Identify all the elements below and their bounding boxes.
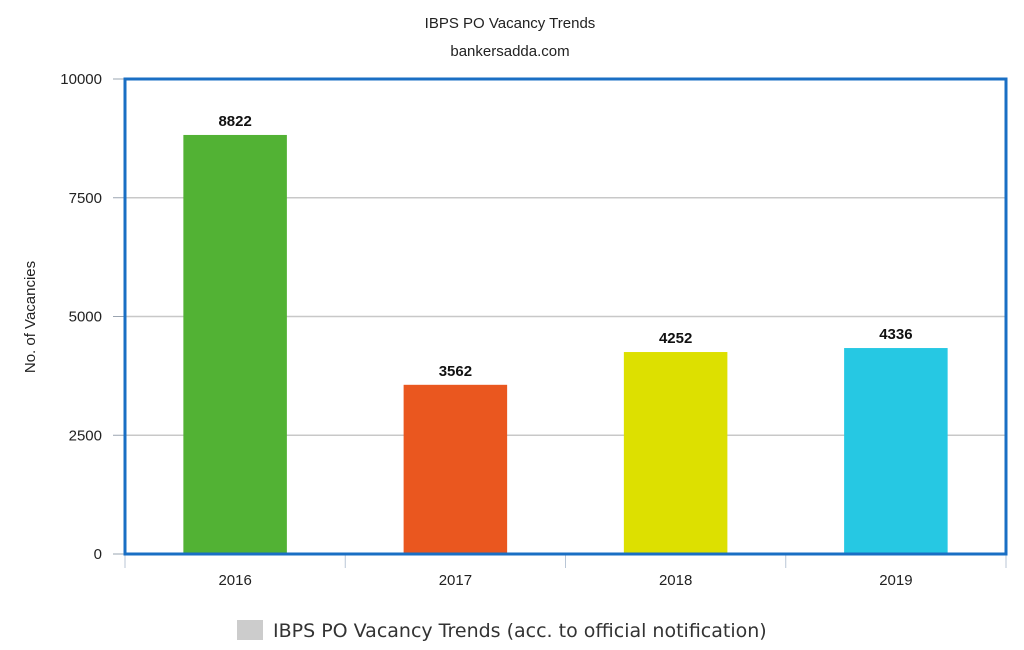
legend-swatch[interactable]: [237, 620, 263, 640]
bar[interactable]: [623, 352, 728, 554]
x-tick-label: 2017: [439, 572, 472, 589]
bars: [183, 134, 948, 554]
x-tick-label: 2018: [659, 572, 692, 589]
data-label: 4336: [879, 326, 912, 343]
x-tick-label: 2016: [218, 572, 251, 589]
y-tick-label: 0: [94, 546, 102, 563]
legend[interactable]: IBPS PO Vacancy Trends (acc. to official…: [237, 620, 767, 642]
chart-subtitle: bankersadda.com: [450, 43, 569, 60]
bar[interactable]: [183, 134, 287, 554]
plot-frame: [123, 77, 1008, 556]
x-axis: 2016 2017 2018 2019: [123, 77, 1008, 589]
y-tick-label: 10000: [60, 71, 102, 88]
data-label: 4252: [659, 330, 692, 347]
data-labels: 8822 3562 4252 4336: [218, 113, 912, 380]
y-axis: 0 2500 5000 7500 10000: [60, 71, 125, 563]
y-tick-label: 5000: [69, 309, 102, 326]
bar[interactable]: [844, 348, 948, 554]
data-label: 8822: [218, 113, 251, 130]
chart-title: IBPS PO Vacancy Trends: [425, 15, 596, 32]
bar[interactable]: [403, 384, 508, 554]
y-tick-label: 2500: [69, 427, 102, 444]
legend-label[interactable]: IBPS PO Vacancy Trends (acc. to official…: [273, 620, 767, 642]
x-tick-label: 2019: [879, 572, 912, 589]
data-label: 3562: [439, 363, 472, 380]
y-axis-title: No. of Vacancies: [22, 261, 39, 373]
y-tick-label: 7500: [69, 190, 102, 207]
